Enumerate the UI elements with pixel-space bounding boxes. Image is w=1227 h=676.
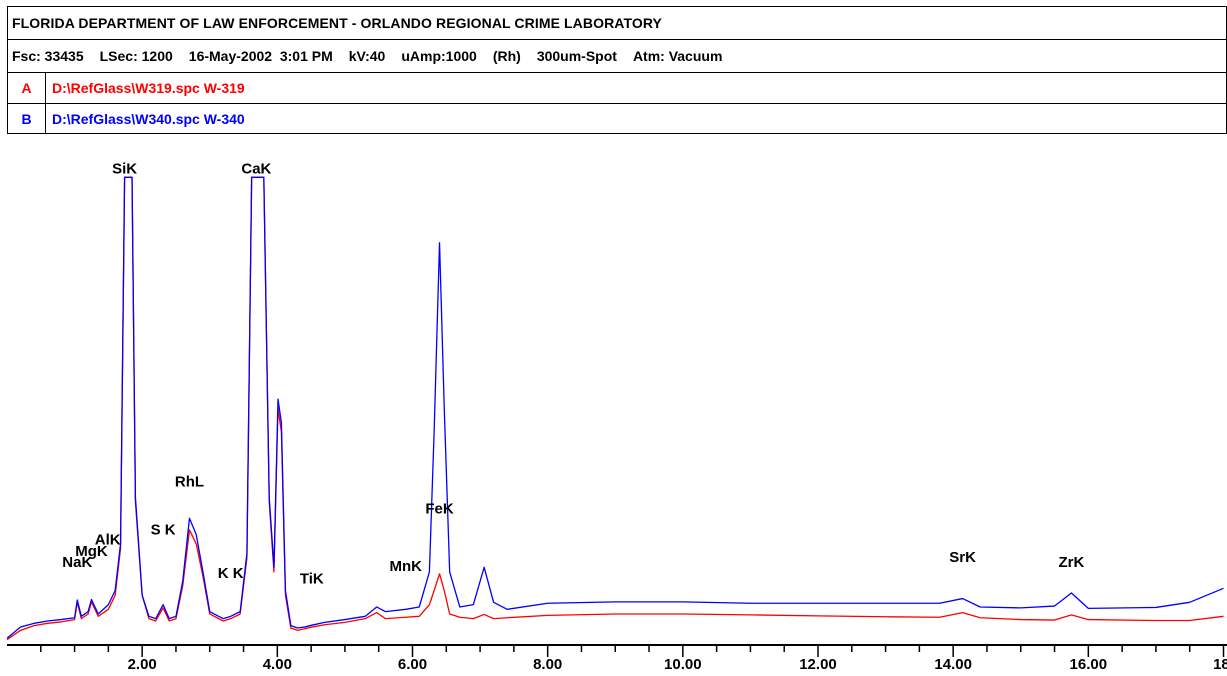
x-tick-label: 4.00 xyxy=(263,656,292,673)
kv-value: kV:40 xyxy=(348,48,386,64)
x-tick-label: 16.00 xyxy=(1070,656,1108,673)
peak-label: AlK xyxy=(95,532,121,549)
acquisition-parameters: Fsc: 33435 LSec: 1200 16-May-2002 3:01 P… xyxy=(7,39,1227,72)
atmosphere-value: Atm: Vacuum xyxy=(632,48,723,64)
file-row-b: B D:\RefGlass\W340.spc W-340 xyxy=(7,103,1227,134)
spectrum-chart: 2.00 4.00 6.00 8.00 10.00 12.00 14.00 16.00 18. N… xyxy=(7,0,1227,676)
peak-label: MnK xyxy=(389,558,422,575)
target-value: (Rh) xyxy=(492,48,521,64)
peak-label: NaK xyxy=(62,554,92,571)
x-tick-label: 18. xyxy=(1213,656,1227,673)
x-tick-label: 12.00 xyxy=(799,656,837,673)
spectrum-series-b xyxy=(7,176,1224,639)
peak-label: RhL xyxy=(175,474,204,491)
peak-label: SiK xyxy=(112,160,137,177)
file-row-a: A D:\RefGlass\W319.spc W-319 xyxy=(7,72,1227,103)
file-b-letter: B xyxy=(8,104,46,133)
x-tick-label: 2.00 xyxy=(128,656,157,673)
x-tick-label: 14.00 xyxy=(934,656,972,673)
peak-label: CaK xyxy=(241,160,271,177)
spot-value: 300um-Spot xyxy=(536,48,617,64)
peak-label: ZrK xyxy=(1059,554,1085,571)
file-a-letter: A xyxy=(8,73,46,103)
spectrum-svg: 2.00 4.00 6.00 8.00 10.00 12.00 14.00 16.00 18. N… xyxy=(7,160,1227,673)
file-b-path: D:\RefGlass\W340.spc W-340 xyxy=(52,111,245,127)
peak-label: MgK xyxy=(75,543,108,560)
acquisition-datetime: 16-May-2002 3:01 PM xyxy=(188,48,333,64)
lsec-value: LSec: 1200 xyxy=(99,48,173,64)
x-tick-label: 6.00 xyxy=(398,656,427,673)
peak-label: S K xyxy=(151,521,176,538)
peak-label: K K xyxy=(218,565,244,582)
x-tick-label: 8.00 xyxy=(533,656,562,673)
peak-label: TiK xyxy=(300,570,324,587)
spectrum-series-a xyxy=(7,176,1224,641)
fsc-value: Fsc: 33435 xyxy=(12,48,84,64)
x-tick-label: 10.00 xyxy=(664,656,702,673)
file-a-path: D:\RefGlass\W319.spc W-319 xyxy=(52,80,245,96)
peak-label: FeK xyxy=(425,500,454,517)
peak-label: SrK xyxy=(949,549,976,566)
uamp-value: uAmp:1000 xyxy=(401,48,477,64)
